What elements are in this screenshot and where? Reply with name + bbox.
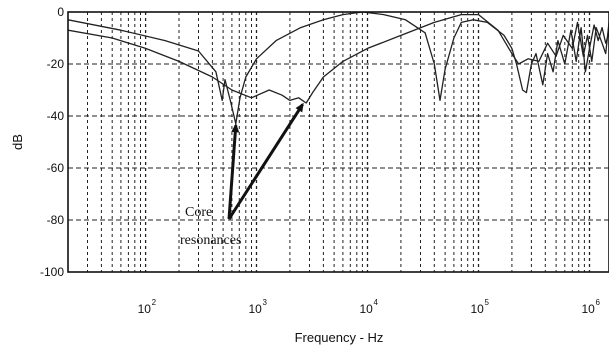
x-tick-label: 10 5 bbox=[471, 298, 490, 316]
x-tick-base: 10 bbox=[471, 302, 485, 316]
series-line-1 bbox=[68, 12, 609, 125]
annotation-label-line-2: resonances bbox=[180, 233, 241, 248]
x-tick-label: 10 4 bbox=[360, 298, 379, 316]
y-tick-label: -60 bbox=[47, 161, 65, 175]
x-tick-base: 10 bbox=[360, 302, 374, 316]
x-tick-base: 10 bbox=[582, 302, 596, 316]
plot-frame bbox=[67, 11, 609, 273]
x-tick-exponent: 4 bbox=[374, 298, 379, 307]
y-tick-label: 0 bbox=[57, 5, 64, 19]
x-tick-labels: 10 2 10 3 10 4 10 5 10 6 bbox=[138, 298, 601, 316]
x-tick-label: 10 6 bbox=[582, 298, 601, 316]
x-tick-exponent: 2 bbox=[152, 298, 157, 307]
y-tick-label: -100 bbox=[40, 265, 64, 279]
x-tick-exponent: 5 bbox=[485, 298, 490, 307]
y-tick-label: -20 bbox=[47, 57, 65, 71]
series-line-2 bbox=[68, 13, 609, 104]
annotation-arrow-2 bbox=[227, 102, 304, 220]
y-tick-label: -80 bbox=[47, 213, 65, 227]
y-tick-label: -40 bbox=[47, 109, 65, 123]
x-tick-base: 10 bbox=[249, 302, 263, 316]
x-tick-label: 10 3 bbox=[249, 298, 268, 316]
annotation: Core resonances bbox=[180, 102, 304, 248]
annotation-arrow-1 bbox=[227, 123, 240, 220]
x-tick-label: 10 2 bbox=[138, 298, 157, 316]
annotation-label-line-1: Core bbox=[185, 205, 212, 220]
x-tick-exponent: 6 bbox=[596, 298, 601, 307]
x-tick-base: 10 bbox=[138, 302, 152, 316]
y-tick-labels: 0 -20 -40 -60 -80 -100 bbox=[40, 5, 64, 279]
curves bbox=[68, 12, 609, 125]
y-axis-label: dB bbox=[10, 134, 25, 150]
grid bbox=[68, 12, 609, 272]
x-tick-exponent: 3 bbox=[263, 298, 268, 307]
x-axis-label: Frequency - Hz bbox=[295, 330, 384, 345]
